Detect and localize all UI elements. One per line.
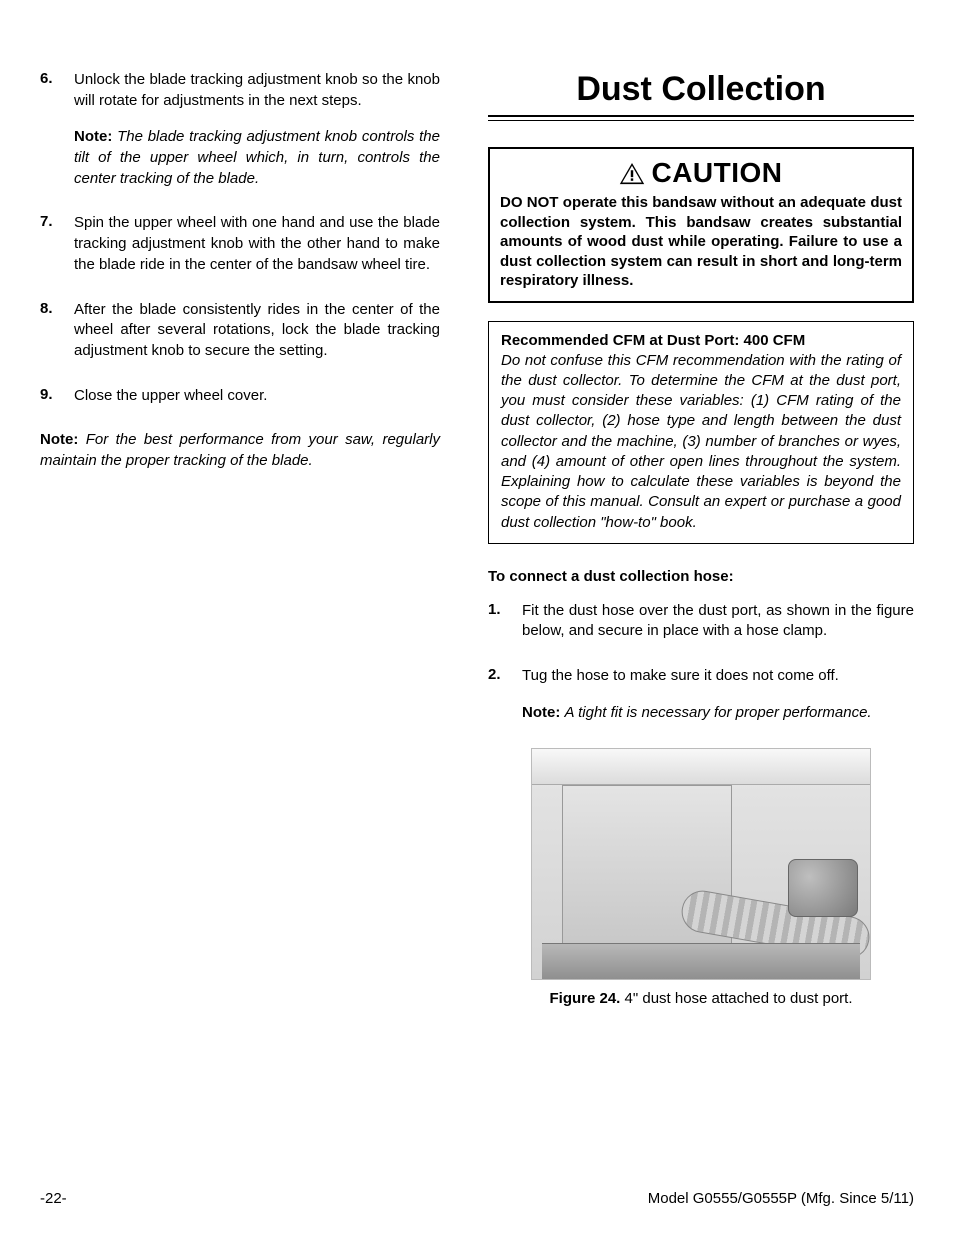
step-text: After the blade consistently rides in th… <box>74 300 440 362</box>
figure-caption-text: 4" dust hose attached to dust port. <box>620 990 852 1007</box>
left-column: 6. Unlock the blade tracking adjustment … <box>40 70 440 1007</box>
step-8: 8. After the blade consistently rides in… <box>40 300 440 362</box>
step-6: 6. Unlock the blade tracking adjustment … <box>40 70 440 189</box>
connect-hose-subhead: To connect a dust collection hose: <box>488 568 914 585</box>
page-number: -22- <box>40 1190 67 1207</box>
step-text: Fit the dust hose over the dust port, as… <box>522 601 914 642</box>
figure-label: Figure 24. <box>549 990 620 1007</box>
step-text: Close the upper wheel cover. <box>74 386 440 407</box>
model-info: Model G0555/G0555P (Mfg. Since 5/11) <box>648 1190 914 1207</box>
note-label: Note: <box>74 128 112 145</box>
step-number: 2. <box>488 666 522 723</box>
step-text: Spin the upper wheel with one hand and u… <box>74 213 440 275</box>
right-column: Dust Collection CAUTION DO NOT operate t… <box>488 70 914 1007</box>
cfm-info-body: Do not confuse this CFM recommendation w… <box>501 351 901 533</box>
step-number: 7. <box>40 213 74 275</box>
step-9: 9. Close the upper wheel cover. <box>40 386 440 407</box>
section-title: Dust Collection <box>488 70 914 109</box>
note-body: A tight fit is necessary for proper perf… <box>565 704 872 721</box>
figure-24: Figure 24. 4" dust hose attached to dust… <box>488 748 914 1007</box>
warning-triangle-icon <box>619 162 645 185</box>
note-body: For the best performance from your saw, … <box>40 431 440 469</box>
page-footer: -22- Model G0555/G0555P (Mfg. Since 5/11… <box>40 1190 914 1207</box>
caution-body: DO NOT operate this bandsaw without an a… <box>500 193 902 291</box>
caution-box: CAUTION DO NOT operate this bandsaw with… <box>488 147 914 303</box>
figure-caption: Figure 24. 4" dust hose attached to dust… <box>488 990 914 1007</box>
note-label: Note: <box>40 431 78 448</box>
hose-step-2: 2. Tug the hose to make sure it does not… <box>488 666 914 723</box>
bottom-note: Note: For the best performance from your… <box>40 430 440 471</box>
step-number: 9. <box>40 386 74 407</box>
step-number: 1. <box>488 601 522 642</box>
cfm-info-box: Recommended CFM at Dust Port: 400 CFM Do… <box>488 321 914 544</box>
step-number: 8. <box>40 300 74 362</box>
step-text: Tug the hose to make sure it does not co… <box>522 667 839 684</box>
figure-image <box>531 748 871 980</box>
note-body: The blade tracking adjustment knob contr… <box>74 128 440 186</box>
step-text: Unlock the blade tracking adjustment kno… <box>74 71 440 109</box>
hose-step-1: 1. Fit the dust hose over the dust port,… <box>488 601 914 642</box>
step-number: 6. <box>40 70 74 189</box>
cfm-info-title: Recommended CFM at Dust Port: 400 CFM <box>501 332 901 349</box>
caution-title: CAUTION <box>651 157 782 189</box>
section-divider <box>488 115 914 121</box>
note-label: Note: <box>522 704 560 721</box>
step-7: 7. Spin the upper wheel with one hand an… <box>40 213 440 275</box>
